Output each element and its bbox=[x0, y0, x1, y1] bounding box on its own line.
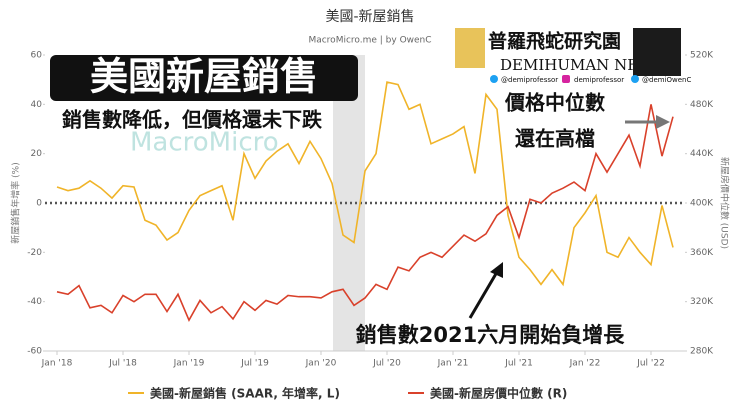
plot: -60 -40 -20 0 20 40 60 280K 320K 360K 400K 440K 480K… bbox=[27, 51, 714, 369]
brand-project: DEMIHUMAN NFT bbox=[500, 56, 648, 74]
annotation: 價格中位數 bbox=[504, 91, 605, 115]
x-tick-label: Jan '19 bbox=[173, 359, 205, 369]
y-tick-label: -40 bbox=[27, 297, 42, 307]
series-line bbox=[56, 81, 674, 287]
x-tick-label: Jul '22 bbox=[636, 359, 665, 369]
arrow bbox=[468, 271, 499, 319]
legend-label: 美國-新屋房價中位數 (R) bbox=[430, 386, 567, 401]
series-line bbox=[56, 104, 674, 322]
arrow-head bbox=[656, 115, 670, 129]
y2-tick-label: 280K bbox=[690, 347, 714, 357]
y-tick-label: 40 bbox=[31, 100, 43, 110]
annotation: 還在高檔 bbox=[515, 127, 595, 151]
chart-subtitle: MacroMicro.me | by OwenC bbox=[308, 36, 431, 46]
y-tick-label: -20 bbox=[27, 248, 42, 258]
annotation: 銷售數降低，但價格還未下跌 bbox=[62, 108, 323, 132]
x-tick-label: Jul '18 bbox=[108, 359, 137, 369]
annotation: 銷售數2021六月開始負增長 bbox=[356, 323, 625, 347]
legend-label: 美國-新屋銷售 (SAAR, 年增率, L) bbox=[150, 386, 340, 401]
instagram-icon bbox=[562, 75, 570, 83]
x-tick-label: Jul '20 bbox=[372, 359, 401, 369]
y-tick-label: 20 bbox=[31, 149, 43, 159]
handle: @demiprofessor bbox=[501, 76, 558, 84]
y2-tick-label: 360K bbox=[690, 248, 714, 258]
twitter-icon bbox=[631, 75, 639, 83]
handle: @demiOwenC bbox=[642, 76, 691, 84]
x-tick-label: Jul '21 bbox=[504, 359, 533, 369]
arrow-head bbox=[490, 262, 503, 278]
brand-name: 普羅飛蛇研究園 bbox=[488, 30, 621, 53]
y2-axis-title: 新屋房價中位數 (USD) bbox=[719, 157, 731, 249]
logo bbox=[455, 28, 485, 68]
y2-tick-label: 480K bbox=[690, 100, 714, 110]
twitter-icon bbox=[490, 75, 498, 83]
x-tick-label: Jan '18 bbox=[41, 359, 73, 369]
y-tick-label: -60 bbox=[27, 347, 42, 357]
handle: demiprofessor bbox=[574, 76, 624, 84]
y2-tick-label: 320K bbox=[690, 297, 714, 307]
x-tick-label: Jul '19 bbox=[240, 359, 269, 369]
y-tick-label: 0 bbox=[36, 199, 42, 209]
x-tick-label: Jan '21 bbox=[437, 359, 469, 369]
y-axis-title: 新屋銷售年增率 (%) bbox=[10, 162, 22, 243]
x-tick-label: Jan '20 bbox=[305, 359, 337, 369]
avatar bbox=[633, 28, 681, 76]
chart-title: 美國-新屋銷售 bbox=[325, 9, 414, 25]
y2-tick-label: 520K bbox=[690, 51, 714, 61]
y-tick-label: 60 bbox=[31, 51, 43, 61]
headline: 美國新屋銷售 bbox=[90, 55, 318, 99]
x-tick-label: Jan '22 bbox=[569, 359, 601, 369]
y2-tick-label: 440K bbox=[690, 149, 714, 159]
headline-box bbox=[50, 55, 358, 101]
watermark: MacroMicro bbox=[130, 128, 279, 158]
y2-tick-label: 400K bbox=[690, 199, 714, 209]
